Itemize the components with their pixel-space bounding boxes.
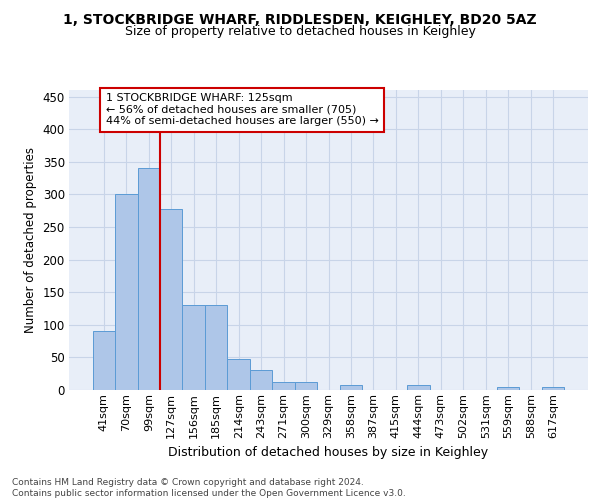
Bar: [115, 194, 137, 390]
Bar: [295, 382, 317, 390]
Bar: [542, 388, 565, 390]
Bar: [160, 208, 182, 390]
Text: Contains HM Land Registry data © Crown copyright and database right 2024.
Contai: Contains HM Land Registry data © Crown c…: [12, 478, 406, 498]
Text: 1, STOCKBRIDGE WHARF, RIDDLESDEN, KEIGHLEY, BD20 5AZ: 1, STOCKBRIDGE WHARF, RIDDLESDEN, KEIGHL…: [63, 12, 537, 26]
Y-axis label: Number of detached properties: Number of detached properties: [24, 147, 37, 333]
Bar: [92, 330, 115, 390]
Bar: [137, 168, 160, 390]
Bar: [205, 304, 227, 390]
Bar: [272, 382, 295, 390]
Text: Size of property relative to detached houses in Keighley: Size of property relative to detached ho…: [125, 25, 475, 38]
Bar: [340, 385, 362, 390]
Bar: [250, 370, 272, 390]
Bar: [182, 304, 205, 390]
X-axis label: Distribution of detached houses by size in Keighley: Distribution of detached houses by size …: [169, 446, 488, 459]
Bar: [497, 388, 520, 390]
Bar: [407, 385, 430, 390]
Text: 1 STOCKBRIDGE WHARF: 125sqm
← 56% of detached houses are smaller (705)
44% of se: 1 STOCKBRIDGE WHARF: 125sqm ← 56% of det…: [106, 94, 379, 126]
Bar: [227, 360, 250, 390]
